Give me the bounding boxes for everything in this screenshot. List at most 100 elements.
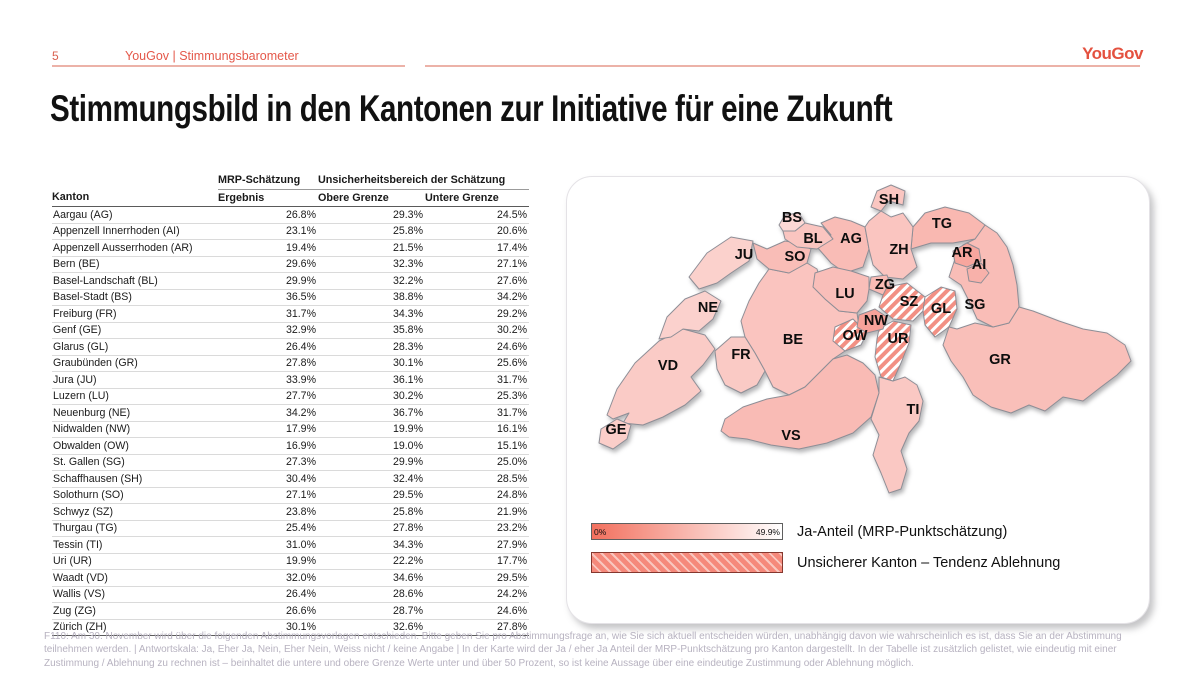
cell-value: 30.2% (425, 322, 530, 339)
cell-value: 19.0% (318, 437, 425, 455)
canton-LU (812, 266, 870, 314)
cell-value: 31.7% (425, 371, 530, 389)
cell-value: 29.5% (318, 487, 425, 504)
legend-min-label: 0% (594, 527, 607, 537)
col-header-untere-grenze: Untere Grenze (425, 189, 530, 207)
cell-value: 30.2% (318, 388, 425, 405)
cell-value: 31.7% (425, 404, 530, 422)
cell-value: 24.5% (425, 206, 530, 224)
header-rule-left (52, 65, 405, 67)
yougov-logo: YouGov (1082, 44, 1143, 63)
canton-NE (658, 290, 722, 340)
table-row: Appenzell Ausserrhoden (AR) 19.4% 21.5% 17.… (52, 239, 530, 257)
cell-kanton: Uri (UR) (52, 553, 218, 570)
table-row: Zürich (ZH) 30.1% 32.6% 27.8% (52, 619, 530, 636)
legend-gradient-row: 0% 49.9% Ja-Anteil (MRP-Punktschätzung) (591, 523, 1060, 540)
canton-GR (942, 306, 1132, 414)
cell-value: 20.6% (425, 223, 530, 240)
table-row: Waadt (VD) 32.0% 34.6% 29.5% (52, 569, 530, 587)
legend-max-label: 49.9% (755, 527, 780, 537)
table-row: Obwalden (OW) 16.9% 19.0% 15.1% (52, 437, 530, 455)
table-row: Graubünden (GR) 27.8% 30.1% 25.6% (52, 355, 530, 372)
cell-value: 22.2% (318, 553, 425, 570)
cell-kanton: Solothurn (SO) (52, 487, 218, 504)
cell-value: 26.8% (218, 206, 318, 224)
canton-label-VS: VS (781, 428, 801, 444)
legend-gradient-swatch: 0% 49.9% (591, 523, 783, 540)
cell-kanton: Obwalden (OW) (52, 437, 218, 455)
cell-value: 27.6% (425, 272, 530, 290)
cell-kanton: Aargau (AG) (52, 206, 218, 224)
canton-label-GL: GL (931, 301, 951, 317)
page-title: Stimmungsbild in den Kantonen zur Initia… (50, 88, 893, 129)
cell-value: 23.1% (218, 223, 318, 240)
cell-value: 25.3% (425, 388, 530, 405)
legend-hatch-label: Unsicherer Kanton – Tendenz Ablehnung (797, 554, 1061, 571)
cell-value: 34.2% (218, 404, 318, 422)
canton-label-JU: JU (735, 247, 754, 263)
cell-value: 24.6% (425, 338, 530, 356)
table-group-header-row: MRP-Schätzung Unsicherheitsbereich der S… (52, 172, 530, 190)
canton-SZ (878, 282, 926, 322)
cell-kanton: Schaffhausen (SH) (52, 470, 218, 488)
canton-label-SH: SH (879, 192, 899, 208)
cell-value: 28.3% (318, 338, 425, 356)
cell-value: 27.1% (218, 487, 318, 504)
table-row: Schwyz (SZ) 23.8% 25.8% 21.9% (52, 503, 530, 521)
cell-kanton: Graubünden (GR) (52, 355, 218, 372)
cell-value: 32.2% (318, 272, 425, 290)
header-brand: YouGov | Stimmungsbarometer (125, 49, 299, 63)
table-row: St. Gallen (SG) 27.3% 29.9% 25.0% (52, 454, 530, 471)
canton-TI (870, 376, 924, 494)
cell-value: 32.0% (218, 569, 318, 587)
table-row: Basel-Landschaft (BL) 29.9% 32.2% 27.6% (52, 272, 530, 290)
cell-value: 17.9% (218, 421, 318, 438)
cell-value: 17.4% (425, 239, 530, 257)
cell-value: 25.4% (218, 520, 318, 537)
cell-kanton: Appenzell Innerrhoden (AI) (52, 223, 218, 240)
table-row: Nidwalden (NW) 17.9% 19.9% 16.1% (52, 421, 530, 438)
cell-value: 24.6% (425, 602, 530, 620)
canton-label-BL: BL (803, 231, 822, 247)
cell-kanton: Luzern (LU) (52, 388, 218, 405)
table-row: Appenzell Innerrhoden (AI) 23.1% 25.8% 20.6… (52, 223, 530, 240)
cell-value: 25.0% (425, 454, 530, 471)
cell-value: 24.8% (425, 487, 530, 504)
table-row: Basel-Stadt (BS) 36.5% 38.8% 34.2% (52, 289, 530, 306)
legend-gradient-label: Ja-Anteil (MRP-Punktschätzung) (797, 523, 1008, 540)
table-body: Aargau (AG) 26.8% 29.3% 24.5% Appenzell Inne… (52, 206, 530, 636)
canton-label-NE: NE (698, 300, 718, 316)
cell-value: 29.2% (425, 305, 530, 323)
group-header-uncertainty: Unsicherheitsbereich der Schätzung (318, 172, 530, 190)
cell-value: 16.1% (425, 421, 530, 438)
group-header-mrp: MRP-Schätzung (218, 172, 318, 190)
table-row: Genf (GE) 32.9% 35.8% 30.2% (52, 322, 530, 339)
table-row: Solothurn (SO) 27.1% 29.5% 24.8% (52, 487, 530, 504)
cell-kanton: Glarus (GL) (52, 338, 218, 356)
cell-value: 32.3% (318, 256, 425, 273)
col-header-kanton: Kanton (52, 189, 218, 207)
cell-value: 25.6% (425, 355, 530, 372)
table-row: Thurgau (TG) 25.4% 27.8% 23.2% (52, 520, 530, 537)
table-row: Luzern (LU) 27.7% 30.2% 25.3% (52, 388, 530, 405)
map-legend: 0% 49.9% Ja-Anteil (MRP-Punktschätzung) … (591, 523, 1060, 585)
cell-value: 23.2% (425, 520, 530, 537)
cell-value: 25.8% (318, 503, 425, 521)
canton-label-ZG: ZG (875, 277, 895, 293)
canton-VS (720, 354, 880, 450)
table-row: Aargau (AG) 26.8% 29.3% 24.5% (52, 206, 530, 224)
map-card: VD BE VS GR TI SG FR NE JU TG AG ZH SO LU SH BL BS ZG SZ GL… (566, 176, 1150, 624)
cell-value: 32.6% (318, 619, 425, 636)
canton-label-ZH: ZH (889, 242, 908, 258)
cell-value: 36.5% (218, 289, 318, 306)
canton-FR (714, 336, 766, 394)
cell-value: 27.9% (425, 536, 530, 554)
canton-label-LU: LU (835, 286, 854, 302)
cell-value: 30.4% (218, 470, 318, 488)
cell-kanton: Zug (ZG) (52, 602, 218, 620)
cell-value: 17.7% (425, 553, 530, 570)
cell-value: 19.9% (218, 553, 318, 570)
cell-kanton: Bern (BE) (52, 256, 218, 273)
